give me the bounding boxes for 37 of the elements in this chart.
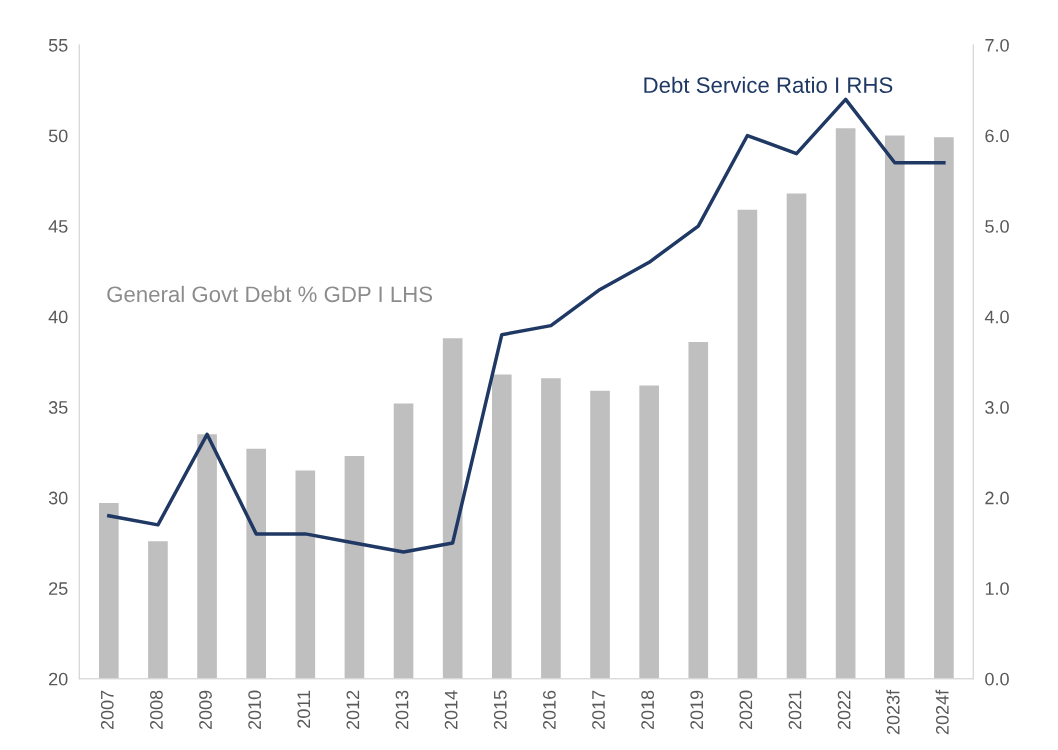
line-series	[107, 97, 946, 554]
y2-tick-label: 6.0	[985, 129, 1009, 143]
y2-tick-label: 3.0	[985, 401, 1009, 414]
y2-tick-label: 2.0	[985, 491, 1009, 505]
x-tick-label: 2009	[199, 690, 212, 730]
x-tick-label: 2021	[788, 690, 802, 730]
x-tick-label: 2011	[297, 690, 311, 728]
series-label: Debt Service Ratio I RHS	[644, 76, 893, 94]
x-tick-label: 2007	[100, 690, 114, 730]
y-tick-label: 55	[48, 39, 68, 52]
x-tick-label: 2022	[837, 690, 851, 730]
y-tick-label: 25	[49, 582, 68, 595]
y2-tick-label: 4.0	[984, 310, 1009, 324]
y-tick-label: 20	[49, 672, 68, 686]
x-tick-label: 2008	[150, 690, 163, 730]
y2-tick-label: 1.0	[985, 582, 1009, 595]
y-tick-label: 30	[48, 491, 68, 505]
y-tick-label: 35	[48, 401, 68, 414]
x-tick-label: 2010	[248, 690, 262, 730]
x-tick-label: 2017	[592, 690, 605, 730]
y2-tick-label: 7.0	[985, 38, 1009, 52]
y-tick-label: 40	[48, 310, 68, 324]
y2-tick-label: 5.0	[985, 220, 1009, 233]
x-tick-label: 2019	[690, 690, 704, 730]
x-tick-label: 2016	[542, 690, 556, 730]
x-tick-label: 2013	[395, 690, 409, 730]
x-tick-label: 2014	[444, 690, 458, 730]
x-tick-label: 2020	[739, 690, 753, 730]
x-tick-label: 2012	[346, 690, 360, 730]
x-tick-label: 2023f	[886, 689, 900, 735]
x-tick-label: 2024f	[935, 689, 949, 735]
x-tick-label: 2018	[641, 690, 655, 730]
y2-tick-label: 0.0	[985, 672, 1009, 686]
series-label: General Govt Debt % GDP I LHS	[107, 285, 433, 303]
y-tick-label: 45	[48, 220, 68, 233]
y-tick-label: 50	[48, 129, 68, 143]
x-tick-label: 2015	[493, 690, 507, 730]
